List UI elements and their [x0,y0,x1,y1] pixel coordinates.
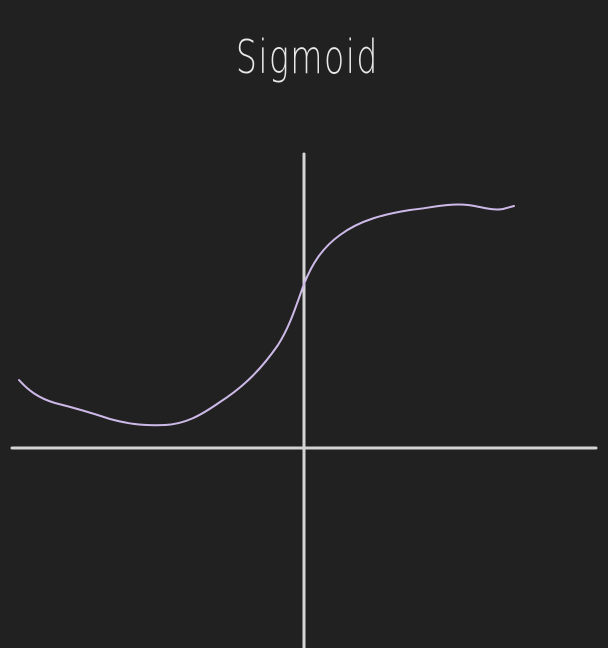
sigmoid-curve [18,203,515,427]
sketch-title: Sigmoid [235,30,379,84]
